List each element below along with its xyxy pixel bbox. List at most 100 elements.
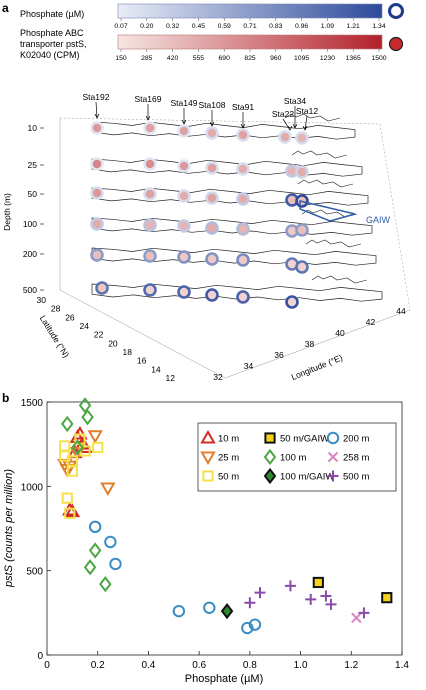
data-point [92, 441, 104, 454]
colorbar-tick-label: 1.34 [372, 23, 385, 30]
depth-tick-label: 200 [23, 249, 37, 259]
y-tick-label: 1000 [21, 482, 44, 493]
latitude-tick-label: 18 [123, 347, 133, 357]
latitude-tick-label: 12 [166, 373, 176, 383]
legend-symbol [263, 448, 277, 466]
data-point [381, 592, 393, 604]
station-marker [295, 223, 309, 237]
station-marker [177, 285, 191, 299]
station-marker [236, 290, 250, 304]
coastline-outline [94, 121, 356, 140]
station-labels: Sta192 Sta169 Sta149 Sta108 Sta91 Sta22 Sta34S… [83, 92, 318, 131]
station-label: Sta108 [199, 100, 226, 110]
station-marker [177, 219, 191, 233]
station-marker [177, 159, 191, 173]
station-label: Sta192 [83, 92, 110, 102]
data-point [99, 576, 112, 593]
latitude-tick-label: 24 [80, 321, 90, 331]
coastline-outline [91, 217, 373, 236]
longitude-tick-label: 38 [305, 339, 315, 349]
station-marker [90, 157, 104, 171]
gaiw-annotation: GAIW [299, 200, 391, 225]
colorbar-tick-label: 1.09 [321, 23, 334, 30]
y-tick-label: 1500 [21, 398, 44, 409]
latitude-tick-label: 28 [51, 304, 61, 314]
legend-label: 25 m [218, 453, 239, 464]
longitude-tick-label: 44 [396, 306, 406, 316]
data-point [241, 621, 254, 635]
station-marker [295, 260, 309, 274]
coastline-outline [91, 158, 363, 177]
colorbar-tick-label: 150 [115, 55, 127, 62]
data-point [72, 426, 88, 440]
latitude-tick-label: 16 [137, 356, 147, 366]
station-marker [205, 221, 219, 235]
series-50-m [59, 433, 104, 519]
station-marker [236, 253, 250, 267]
colorbar-tick-label: 0.07 [114, 23, 127, 30]
colorbar-tick-label: 1500 [371, 55, 386, 62]
colorbar-phosphate-gradient [117, 3, 383, 19]
scatter-chart: 0 0.2 0.4 0.6 0.8 1.0 1.2 1.4 0 500 1000 1500 Phos… [3, 397, 409, 685]
coastline-detail [311, 275, 368, 284]
data-point [104, 535, 117, 549]
y-axis-ticks: 0 500 1000 1500 [21, 398, 51, 662]
legend-symbol [327, 470, 339, 482]
data-point [312, 576, 324, 589]
station-arrow [95, 101, 98, 119]
station-marker [143, 121, 157, 135]
legend-symbol [200, 429, 216, 444]
legend-label: 100 m/GAIW [280, 472, 334, 483]
x-tick-label: 1.2 [344, 660, 358, 671]
coastline-layers [91, 113, 383, 302]
data-point [284, 580, 296, 592]
data-point [358, 607, 370, 619]
coastline-detail [301, 209, 358, 218]
plot-area [46, 401, 403, 656]
latitude-tick-label: 30 [37, 295, 47, 305]
colorbar-psts-label-line-3: K02040 (CPM) [20, 50, 80, 60]
x-axis-ticks: 0 0.2 0.4 0.6 0.8 1.0 1.2 1.4 [44, 651, 409, 671]
station-marker [236, 222, 250, 236]
station-marker [205, 126, 219, 140]
panel-label-b: b [2, 391, 9, 405]
colorbar-tick-label: 420 [167, 55, 179, 62]
data-point [320, 590, 332, 602]
series-100-m-gaiw [220, 603, 234, 620]
y-axis-label: pstS (counts per million) [3, 469, 15, 588]
data-point [109, 557, 122, 571]
legend: 10 m 50 m/GAIW 200 m 25 m 100 m 258 m 50 m 100 … [197, 422, 397, 492]
data-point [61, 492, 73, 504]
depth-tick-label: 25 [28, 160, 38, 170]
series-500-m [244, 580, 370, 619]
legend-label: 100 m [280, 453, 306, 464]
panel-label-a: a [2, 1, 9, 15]
station-arrowhead [145, 115, 151, 121]
station-marker [143, 157, 157, 171]
station-label: Sta34 [284, 96, 306, 106]
station-arrowhead [240, 123, 246, 129]
longitude-axis-ticks: 32 34 36 38 40 42 44 [213, 306, 406, 382]
data-point [248, 618, 262, 631]
station-marker [205, 252, 219, 266]
map-3d: Sta192 Sta169 Sta149 Sta108 Sta91 Sta22 Sta34S… [2, 92, 411, 383]
x-tick-label: 0.2 [91, 660, 105, 671]
colorbar-phosphate: Phosphate (µM) 0.07 0.20 0.32 0.45 0.59 0.71 0… [20, 3, 404, 30]
station-marker [205, 161, 219, 175]
x-tick-label: 0 [44, 660, 50, 671]
data-points [57, 397, 393, 635]
colorbar-tick-label: 555 [193, 55, 205, 62]
station-marker [143, 283, 157, 297]
data-point [88, 542, 102, 559]
colorbar-tick-label: 0.20 [140, 23, 153, 30]
coastline-detail [297, 179, 354, 188]
station-marker [90, 217, 104, 231]
colorbar-tick-label: 0.96 [295, 23, 308, 30]
colorbar-tick-label: 0.59 [218, 23, 231, 30]
station-label: Sta12 [296, 106, 318, 116]
station-label: Sta91 [232, 102, 254, 112]
y-tick-label: 500 [26, 567, 43, 578]
x-tick-label: 0.4 [141, 660, 155, 671]
